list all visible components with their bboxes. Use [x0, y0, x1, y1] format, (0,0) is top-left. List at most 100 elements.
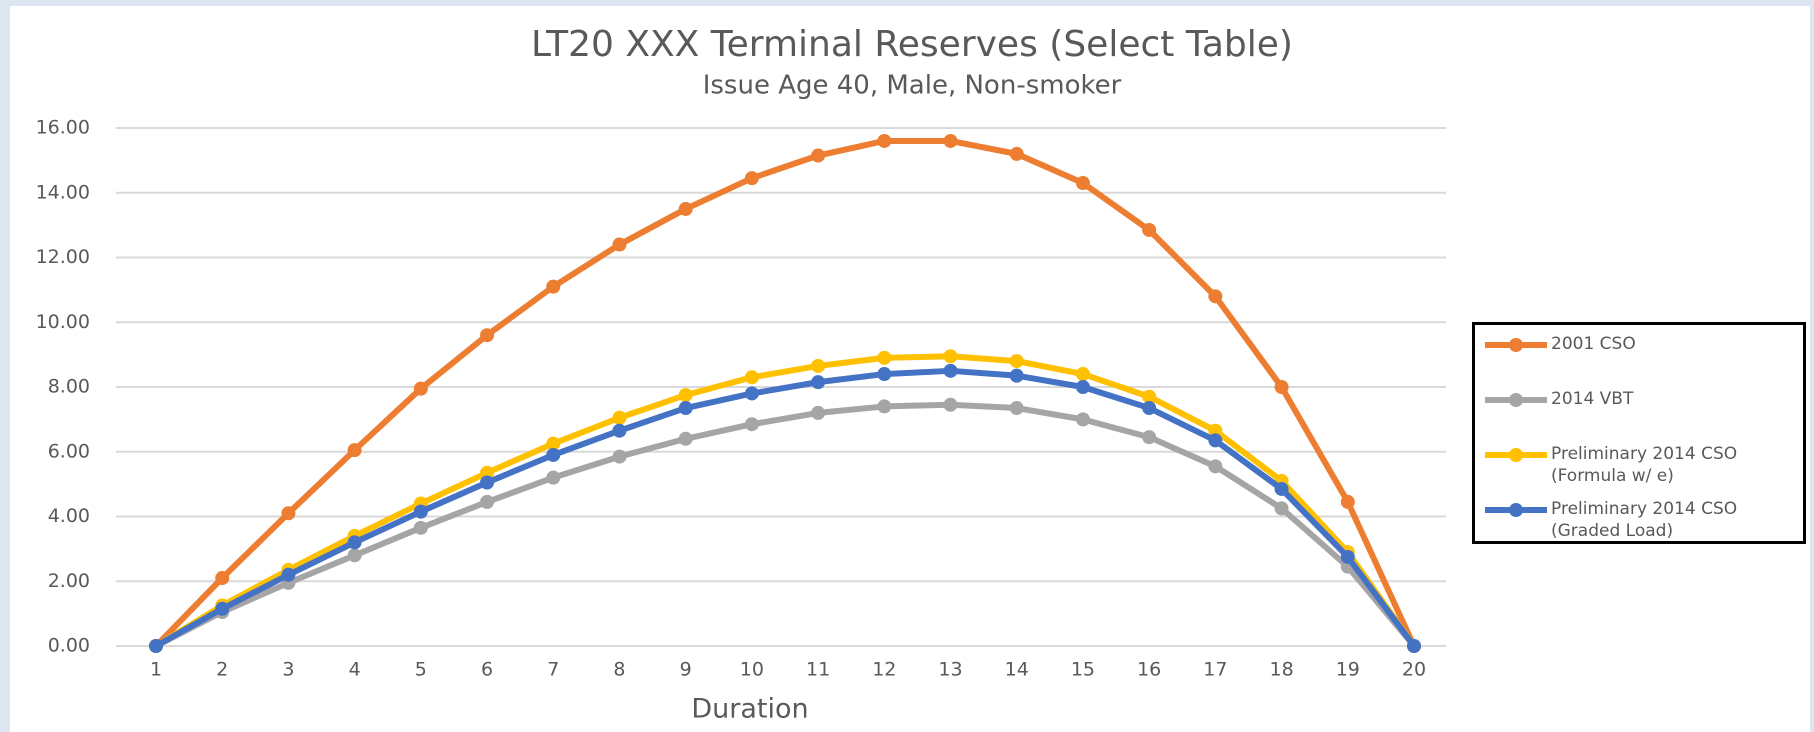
data-point — [413, 520, 428, 535]
legend-item: Preliminary 2014 CSO (Formula w/ e) — [1481, 443, 1797, 498]
data-point — [612, 449, 627, 464]
data-point — [546, 470, 561, 485]
y-tick-label: 8.00 — [48, 376, 90, 398]
x-tick-label: 12 — [872, 659, 896, 681]
data-point — [347, 443, 362, 458]
data-point — [877, 350, 892, 365]
x-tick-label: 11 — [806, 659, 830, 681]
x-tick-label: 19 — [1336, 659, 1360, 681]
data-point — [1208, 433, 1223, 448]
data-point — [1009, 401, 1024, 416]
data-point — [744, 171, 759, 186]
legend-marker — [1509, 393, 1523, 407]
data-point — [811, 405, 826, 420]
data-point — [1407, 639, 1421, 653]
data-point — [678, 401, 693, 416]
legend-marker — [1509, 338, 1523, 352]
series-line — [153, 137, 1417, 649]
series-line — [154, 353, 1417, 649]
legend-marker — [1509, 448, 1523, 462]
data-point — [480, 494, 495, 509]
series-line — [154, 367, 1417, 649]
data-point — [215, 601, 230, 616]
x-tick-label: 8 — [613, 659, 625, 681]
legend-swatch — [1485, 338, 1547, 352]
x-tick-label: 16 — [1137, 659, 1161, 681]
data-point — [1075, 367, 1090, 382]
data-point — [612, 423, 627, 438]
data-point — [744, 370, 759, 385]
legend-swatch — [1485, 503, 1547, 517]
data-point — [1075, 412, 1090, 427]
x-tick-label: 3 — [282, 659, 294, 681]
x-tick-label: 15 — [1071, 659, 1095, 681]
data-point — [877, 133, 892, 148]
data-point — [811, 148, 826, 163]
chart-panel: LT20 XXX Terminal Reserves (Select Table… — [10, 6, 1810, 732]
data-point — [678, 201, 693, 216]
data-point — [1075, 176, 1090, 191]
data-point — [1142, 222, 1157, 237]
data-point — [811, 358, 826, 373]
data-point — [1142, 401, 1157, 416]
data-point — [1142, 389, 1157, 404]
data-point — [480, 328, 495, 343]
data-point — [1208, 459, 1223, 474]
x-tick-label: 9 — [680, 659, 692, 681]
data-point — [413, 504, 428, 519]
data-point — [943, 397, 958, 412]
x-tick-label: 2 — [216, 659, 228, 681]
legend: 2001 CSO 2014 VBT Preliminary 2014 CSO (Fo… — [1472, 322, 1806, 544]
legend-label: 2001 CSO — [1551, 334, 1636, 354]
data-point — [1009, 368, 1024, 383]
data-point — [744, 386, 759, 401]
legend-item: 2014 VBT — [1481, 388, 1797, 443]
legend-swatch — [1485, 448, 1547, 462]
data-point — [1274, 380, 1289, 394]
x-tick-label: 14 — [1005, 659, 1029, 681]
legend-label: 2014 VBT — [1551, 389, 1634, 409]
data-point — [678, 388, 693, 403]
legend-item: 2001 CSO — [1481, 333, 1797, 388]
data-point — [546, 279, 561, 294]
data-point — [546, 436, 561, 451]
data-point — [1009, 354, 1024, 369]
data-point — [347, 548, 362, 563]
x-tick-label: 18 — [1269, 659, 1293, 681]
chart-subtitle: Issue Age 40, Male, Non-smoker — [703, 71, 1122, 101]
data-point — [877, 367, 892, 382]
x-tick-label: 1 — [150, 659, 162, 681]
y-tick-label: 12.00 — [36, 246, 90, 268]
data-point — [612, 237, 627, 252]
legend-label: Preliminary 2014 CSO (Graded Load) — [1551, 499, 1738, 541]
data-point — [943, 133, 958, 148]
x-tick-label: 13 — [938, 659, 962, 681]
x-tick-label: 5 — [415, 659, 427, 681]
chart-title: LT20 XXX Terminal Reserves (Select Table… — [531, 24, 1293, 65]
data-point — [546, 447, 561, 462]
x-axis-label: Duration — [691, 694, 808, 725]
data-point — [612, 410, 627, 425]
chart: LT20 XXX Terminal Reserves (Select Table… — [36, 24, 1446, 725]
y-tick-label: 6.00 — [48, 440, 90, 462]
data-point — [1142, 430, 1157, 445]
data-point — [744, 417, 759, 432]
legend-marker — [1509, 503, 1523, 517]
data-point — [413, 381, 428, 396]
legend-item: Preliminary 2014 CSO (Graded Load) — [1481, 498, 1797, 553]
data-point — [943, 349, 958, 364]
data-point — [347, 535, 362, 550]
legend-label: Preliminary 2014 CSO (Formula w/ e) — [1551, 444, 1738, 486]
y-tick-label: 0.00 — [48, 635, 90, 657]
series-line — [154, 401, 1417, 649]
data-point — [1340, 549, 1355, 564]
data-point — [1274, 481, 1289, 496]
x-tick-label: 7 — [547, 659, 559, 681]
data-point — [281, 567, 296, 582]
data-point — [215, 571, 230, 586]
data-point — [1208, 289, 1223, 304]
data-point — [943, 363, 958, 378]
y-tick-label: 10.00 — [36, 311, 90, 333]
data-point — [811, 375, 826, 390]
x-tick-label: 4 — [349, 659, 361, 681]
